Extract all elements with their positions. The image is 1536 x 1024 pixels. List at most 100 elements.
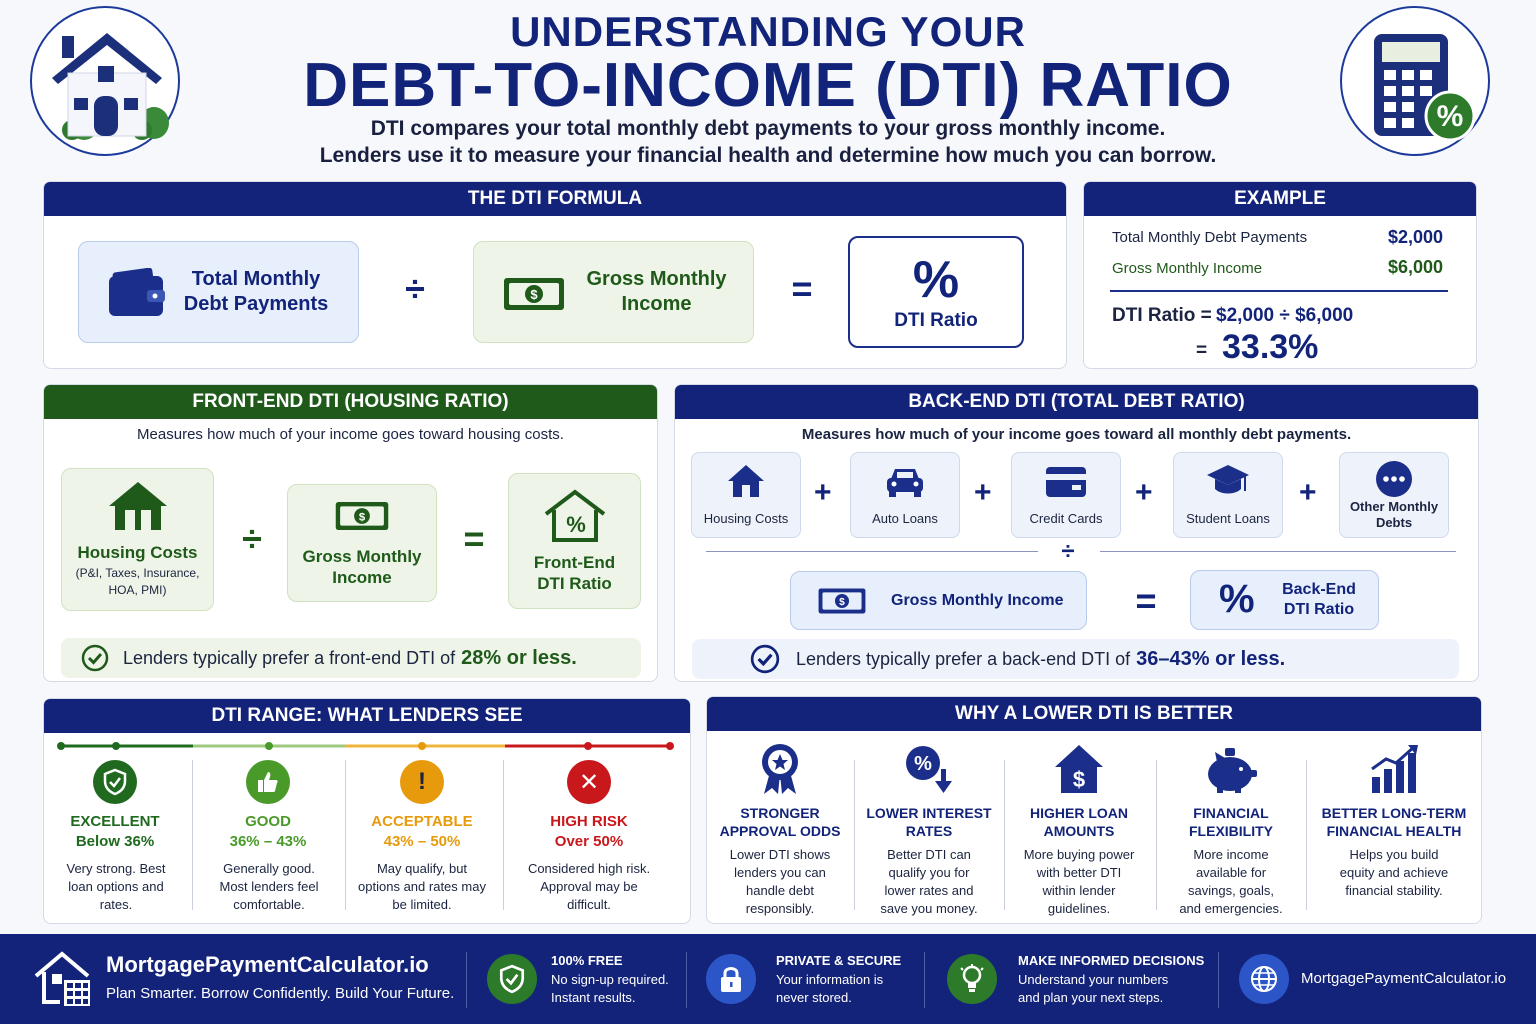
front-end-heading: FRONT-END DTI (HOUSING RATIO) [44,385,657,419]
range-good: GOOD 36% – 43% Generally good. Most lend… [193,760,343,914]
range-value: Below 36% [75,833,155,850]
back-end-result: % Back-End DTI Ratio [1190,570,1379,630]
benefit-description: Better DTI can qualify you for lower rat… [880,847,978,916]
footer-site-link[interactable]: MortgagePaymentCalculator.io [1301,970,1507,987]
check-circle-icon [750,644,780,674]
back-end-income: $ Gross Monthly Income [790,571,1087,630]
dti-formula-heading: THE DTI FORMULA [44,182,1066,216]
percent-icon: % [912,250,960,309]
debt-housing: Housing Costs [691,452,801,538]
front-end-income-label: Gross Monthly Income [302,547,422,587]
divider-line [192,760,193,910]
back-end-description: Measures how much of your income goes to… [801,426,1352,443]
house-icon [108,482,167,530]
range-excellent: EXCELLENT Below 36% Very strong. Best lo… [40,760,190,914]
money-icon: $ [335,502,389,530]
dti-range-panel: DTI RANGE: WHAT LENDERS SEE [43,698,691,924]
formula-term-income-label: Gross Monthly Income [586,268,727,315]
x-circle-icon: ✕ [567,760,611,804]
calculator-logo: % [1340,6,1490,156]
benefit-title: LOWER INTEREST RATES [866,805,992,839]
formula-divide: ÷ [405,268,425,309]
lightbulb-icon [947,954,997,1004]
benefit-title: FINANCIAL FLEXIBILITY [1189,805,1273,839]
house-icon [728,465,764,497]
percent-down-icon: % [906,746,952,793]
range-description: May qualify, but options and rates may b… [358,861,486,912]
footer-secure-desc: Your information is never stored. [776,972,884,1005]
wallet-icon [109,268,165,316]
range-title: EXCELLENT [70,813,160,830]
benefit-title: HIGHER LOAN AMOUNTS [1030,805,1128,839]
check-circle-icon [81,644,109,672]
example-panel: EXAMPLE [1083,181,1477,369]
debt-credit-cards-label: Credit Cards [1029,511,1103,526]
range-value: 43% – 50% [383,833,461,850]
divider-line [1004,760,1005,910]
svg-text:$: $ [1073,767,1085,792]
back-end-result-label: Back-End DTI Ratio [1282,581,1356,618]
example-calc-expression: $2,000 ÷ $6,000 [1216,305,1354,326]
footer-decisions-heading: MAKE INFORMED DECISIONS [1018,953,1205,968]
house-icon [52,33,169,140]
divider-line [924,952,925,1008]
example-heading: EXAMPLE [1084,182,1476,216]
back-end-note: Lenders typically prefer a back-end DTI … [692,639,1459,679]
house-percent-icon: % [544,489,605,542]
example-income-label: Gross Monthly Income [1112,260,1263,277]
debt-auto: Auto Loans [850,452,960,538]
footer-tagline: Plan Smarter. Borrow Confidently. Build … [106,985,455,1002]
front-end-divide: ÷ [242,518,262,559]
range-title: HIGH RISK [550,813,628,830]
house-logo [30,6,180,156]
graduation-cap-icon [1207,465,1249,494]
benefit-approval-odds: STRONGER APPROVAL ODDS Lower DTI shows l… [709,740,851,918]
percent-icon: % [1219,577,1255,621]
credit-card-icon [1046,467,1086,497]
formula-term-debt: Total Monthly Debt Payments [78,241,359,343]
svg-text:$: $ [530,287,538,302]
shield-check-icon [93,760,137,804]
divider-line [503,760,504,910]
svg-text:%: % [566,512,586,537]
front-end-note-text: Lenders typically prefer a front-end DTI… [123,647,456,668]
divider-line [854,760,855,910]
footer-brand: MortgagePaymentCalculator.io [106,952,429,977]
more-dots-icon [1376,461,1412,497]
divider-line [706,551,1038,552]
front-end-result: % Front-End DTI Ratio [508,473,641,609]
range-description: Very strong. Best loan options and rates… [66,861,166,912]
back-end-income-label: Gross Monthly Income [891,591,1064,609]
range-title: GOOD [245,813,291,830]
plus-symbol: + [1299,476,1317,509]
range-description: Considered high risk. Approval may be di… [527,861,651,912]
benefit-title: BETTER LONG-TERM FINANCIAL HEALTH [1321,805,1467,839]
formula-equals: = [791,268,813,309]
benefit-higher-loan: $ HIGHER LOAN AMOUNTS More buying power … [1008,740,1150,918]
money-icon: $ [818,588,866,613]
divider-line [1218,952,1219,1008]
debt-student-loans-label: Student Loans [1186,511,1270,526]
example-result: 33.3% [1222,328,1319,366]
back-end-heading: BACK-END DTI (TOTAL DEBT RATIO) [675,385,1478,419]
front-end-description: Measures how much of your income goes to… [137,426,564,443]
footer-free-heading: 100% FREE [551,953,623,968]
svg-text:$: $ [839,596,845,607]
example-income-value: $6,000 [1388,257,1444,277]
benefit-title: STRONGER APPROVAL ODDS [719,805,841,839]
formula-result: % DTI Ratio [848,236,1024,348]
formula-result-label: DTI Ratio [894,309,978,331]
debt-auto-label: Auto Loans [872,511,938,526]
thumbs-up-icon [246,760,290,804]
dti-range-heading: DTI RANGE: WHAT LENDERS SEE [44,699,690,733]
svg-text:$: $ [359,511,366,523]
lock-icon [706,954,756,1004]
benefit-description: Helps you build equity and achieve finan… [1339,847,1449,898]
growth-chart-icon [1371,745,1418,793]
front-end-result-label: Front-End DTI Ratio [533,553,616,593]
debt-housing-label: Housing Costs [703,511,789,526]
benefit-flexibility: FINANCIAL FLEXIBILITY More income availa… [1160,740,1302,918]
front-end-note: Lenders typically prefer a front-end DTI… [61,638,641,678]
front-end-equals: = [463,518,485,559]
plus-symbol: + [1135,476,1153,509]
